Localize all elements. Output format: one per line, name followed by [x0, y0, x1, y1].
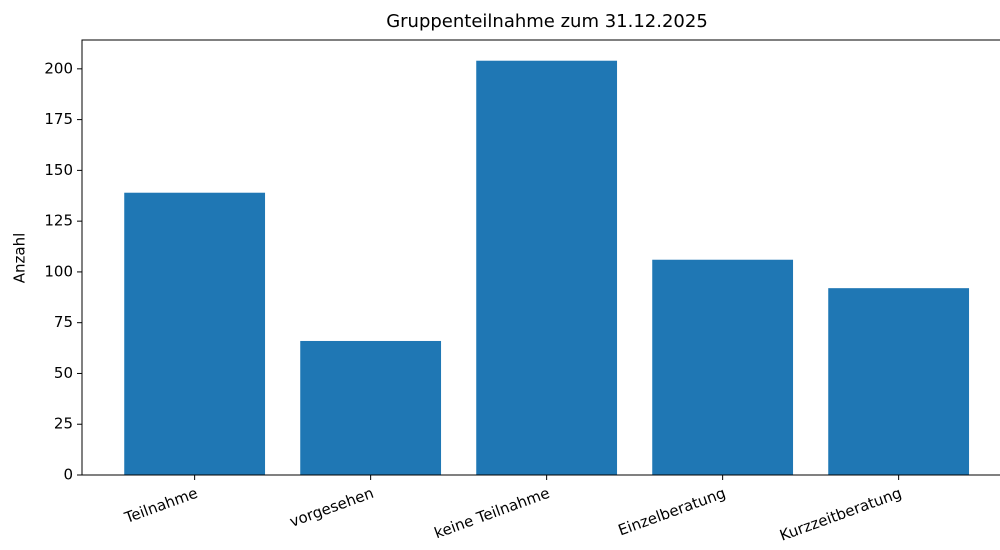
y-tick-label: 25 [54, 415, 73, 433]
x-tick-label: vorgesehen [287, 484, 376, 531]
axes-frame [81, 39, 1000, 476]
bar [476, 60, 618, 475]
y-tick-label: 175 [44, 110, 73, 128]
y-tick-label: 50 [54, 364, 73, 382]
bar [828, 288, 970, 475]
y-tick-label: 200 [44, 59, 73, 77]
y-tick-label: 100 [44, 262, 73, 280]
chart-title: Gruppenteilnahme zum 31.12.2025 [386, 11, 708, 32]
bar [124, 192, 266, 475]
x-tick-label: Kurzzeitberatung [777, 484, 904, 545]
y-tick-label: 0 [63, 466, 73, 484]
y-tick-label: 150 [44, 161, 73, 179]
y-tick-label: 125 [44, 212, 73, 230]
x-tick-label: Einzelberatung [616, 484, 728, 540]
x-tick-label: Teilnahme [121, 484, 200, 527]
y-axis-label: Anzahl [11, 233, 29, 284]
y-tick-label: 75 [54, 313, 73, 331]
x-tick-label: keine Teilnahme [432, 484, 552, 542]
bar [300, 340, 442, 475]
bar [652, 259, 794, 475]
